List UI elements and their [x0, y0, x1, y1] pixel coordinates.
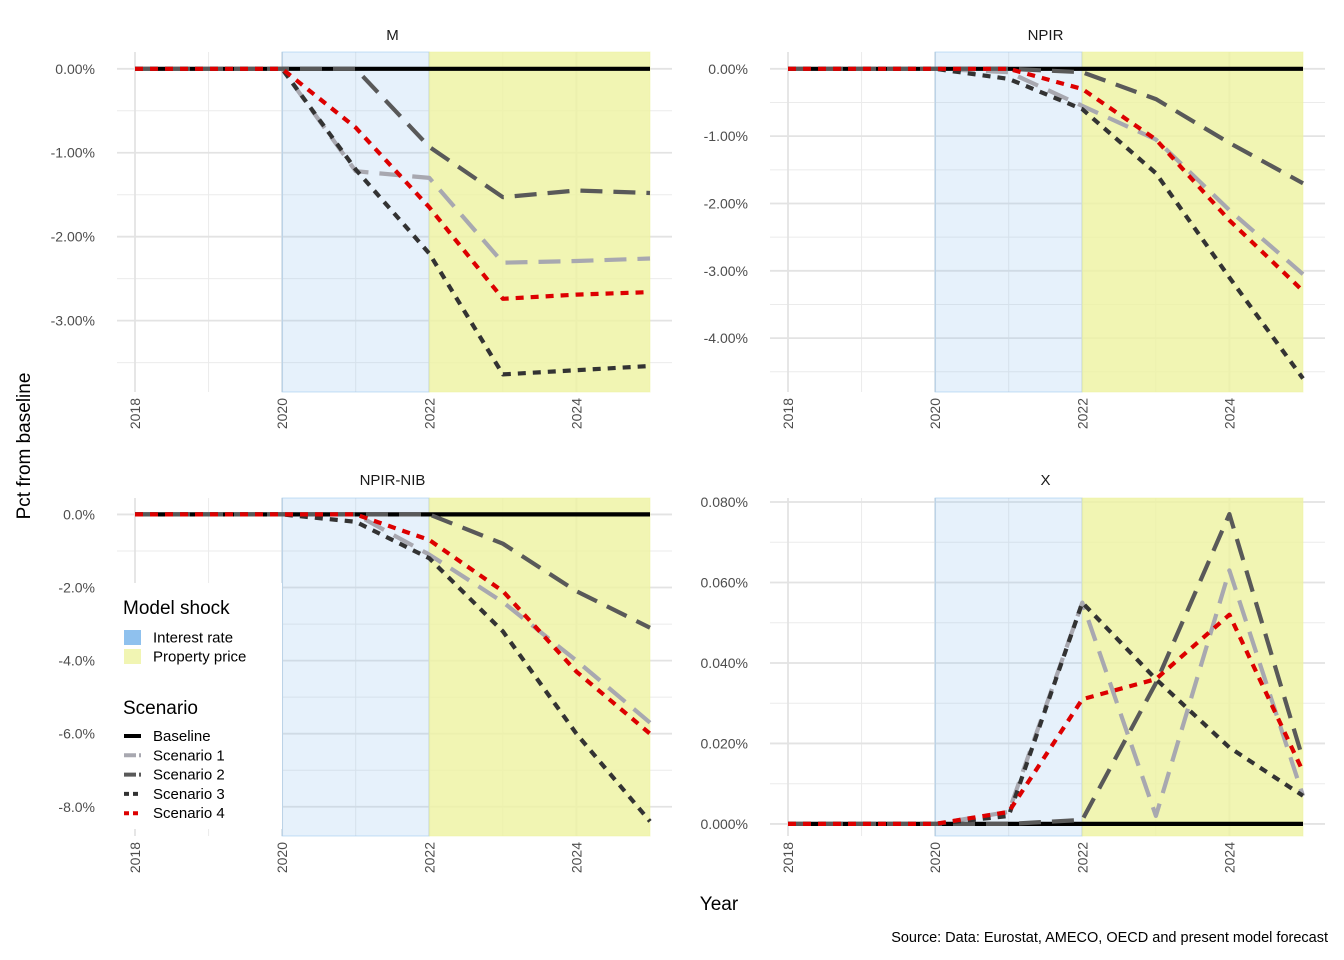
legend: Model shock Interest rate Property price Sc…: [110, 583, 282, 829]
y-tick-label: 0.080%: [701, 494, 748, 510]
y-tick-label: -2.00%: [51, 229, 95, 245]
series-line-scenario-4: [788, 66, 1305, 293]
x-tick-label: 2022: [1074, 398, 1090, 429]
y-tick-label: 0.00%: [708, 61, 748, 77]
y-tick-label: 0.000%: [701, 816, 748, 832]
x-tick-label: 2018: [780, 842, 796, 873]
panel-title: X: [1040, 472, 1050, 489]
series-line-scenario-3: [135, 512, 652, 823]
legend-shock-label: Interest rate: [153, 630, 233, 647]
y-tick-label: -6.0%: [58, 726, 95, 742]
y-tick-label: -3.00%: [704, 263, 748, 279]
panel-title: NPIR-NIB: [360, 472, 426, 489]
y-tick-label: 0.040%: [701, 655, 748, 671]
legend-shock-key: [124, 630, 141, 645]
x-tick-label: 2022: [421, 398, 437, 429]
y-tick-label: -2.0%: [58, 580, 95, 596]
series-line-scenario-4: [135, 512, 652, 736]
y-tick-label: -1.00%: [51, 145, 95, 161]
legend-scenario-title: Scenario: [123, 698, 198, 719]
shock-band-interest-rate: [934, 51, 1083, 393]
series-line-scenario-3: [788, 66, 1305, 380]
series-line-scenario-3: [788, 600, 1305, 827]
series-line-scenario-4: [788, 612, 1305, 827]
legend-scenario-label: Scenario 1: [153, 747, 225, 764]
x-tick-label: 2020: [927, 398, 943, 429]
shock-band-property-price: [428, 497, 651, 837]
y-tick-label: 0.020%: [701, 735, 748, 751]
legend-shock-title: Model shock: [123, 598, 230, 619]
panel-title: M: [386, 27, 399, 44]
legend-background: [110, 583, 282, 829]
legend-scenario-label: Baseline: [153, 728, 211, 745]
legend-scenario-label: Scenario 2: [153, 767, 225, 784]
y-tick-label: 0.060%: [701, 575, 748, 591]
caption: Source: Data: Eurostat, AMECO, OECD and …: [891, 930, 1328, 946]
series-line-scenario-2: [135, 66, 651, 200]
legend-scenario-label: Scenario 4: [153, 805, 225, 822]
x-tick-label: 2024: [1221, 842, 1237, 873]
x-tick-label: 2022: [421, 842, 437, 873]
legend-shock-label: Property price: [153, 649, 246, 666]
x-tick-label: 2018: [127, 398, 143, 429]
x-tick-label: 2024: [568, 398, 584, 429]
y-tick-label: -4.0%: [58, 653, 95, 669]
series-line-scenario-2: [788, 66, 1305, 186]
series-line-scenario-3: [135, 66, 651, 377]
y-tick-label: -8.0%: [58, 799, 95, 815]
y-tick-label: -4.00%: [704, 330, 748, 346]
panel-x: X 0.000% 0.020% 0.040% 0.060% 0.080% 2018 2020 2…: [701, 472, 1325, 873]
shock-band-property-price: [428, 51, 651, 393]
x-tick-label: 2020: [274, 842, 290, 873]
x-tick-label: 2024: [568, 842, 584, 873]
y-tick-label: -2.00%: [704, 195, 748, 211]
y-tick-label: 0.0%: [63, 506, 95, 522]
x-tick-label: 2020: [274, 398, 290, 429]
shock-band-interest-rate: [281, 497, 430, 837]
x-tick-label: 2018: [780, 398, 796, 429]
x-tick-label: 2022: [1074, 842, 1090, 873]
panel-npir: NPIR 0.00% -1.00% -2.00% -3.00% -4.00% 2018 202…: [704, 27, 1325, 429]
panel-m: M 0.00% -1.00% -2.00% -3.00% 2018 2020 2022 2024: [51, 27, 672, 429]
x-tick-label: 2018: [127, 842, 143, 873]
series-line-scenario-4: [135, 66, 651, 301]
x-tick-label: 2020: [927, 842, 943, 873]
panel-npir-nib: NPIR-NIB 0.0% -2.0% -4.0% -6.0% -8.0% 2018 2020…: [58, 472, 672, 873]
shock-band-property-price: [1081, 497, 1304, 837]
x-axis-title: Year: [700, 894, 739, 915]
legend-scenario-label: Scenario 3: [153, 786, 225, 803]
series-line-scenario-2: [135, 512, 651, 630]
y-tick-label: -1.00%: [704, 128, 748, 144]
y-axis-title: Pct from baseline: [14, 373, 35, 520]
panel-title: NPIR: [1028, 27, 1064, 44]
y-tick-label: 0.00%: [55, 61, 95, 77]
y-tick-label: -3.00%: [51, 313, 95, 329]
x-tick-label: 2024: [1221, 398, 1237, 429]
shock-band-property-price: [1081, 51, 1304, 393]
shock-band-interest-rate: [281, 51, 430, 393]
series-line-scenario-2: [788, 511, 1306, 827]
legend-shock-key: [124, 649, 141, 664]
